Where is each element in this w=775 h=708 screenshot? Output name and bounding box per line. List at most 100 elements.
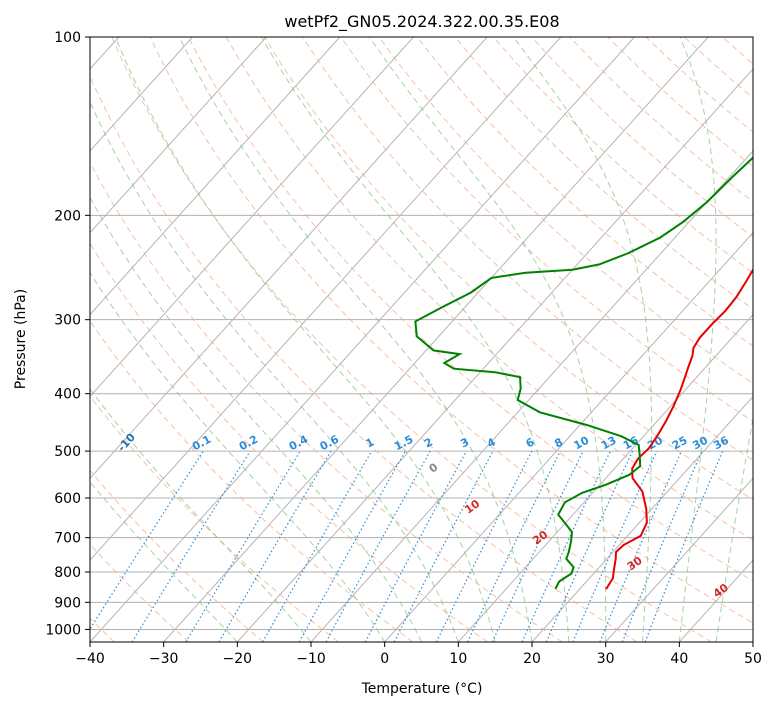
y-tick-label: 200 — [54, 208, 81, 224]
isotherm-line — [236, 68, 753, 642]
dry-adiabat-line — [607, 37, 753, 168]
isotherm-line — [90, 37, 488, 480]
x-tick-label: 50 — [744, 651, 762, 667]
isotherm-line — [90, 37, 193, 152]
mixing-ratio-line — [90, 450, 204, 631]
dry-adiabat-line — [149, 37, 753, 624]
moist-adiabat-line — [715, 415, 753, 642]
mixing-ratio-line — [262, 450, 373, 642]
isotherm-line — [90, 37, 414, 398]
mixing-ratio-line — [325, 450, 431, 642]
isotherm-line — [90, 37, 635, 642]
mixing-ratio-line — [131, 450, 251, 642]
dry-adiabat-line — [90, 161, 563, 642]
temperature-label: 40 — [711, 581, 731, 601]
isotherm-line — [90, 37, 267, 234]
isotherm-line — [310, 150, 753, 642]
reference-labels: 0.10.20.40.611.52346810131620253036-100-… — [29, 396, 731, 601]
moist-adiabat-line — [90, 481, 238, 642]
moist-adiabat-line — [512, 37, 653, 642]
moist-adiabat-line — [178, 37, 533, 642]
temperature-profile-line — [605, 267, 753, 590]
temperature-label: 10 — [462, 497, 482, 517]
isotherm-line — [531, 395, 753, 642]
dry-adiabat-line — [90, 395, 339, 642]
dry-adiabat-line — [493, 37, 753, 274]
x-tick-label: −30 — [149, 651, 179, 667]
mixing-ratio-line — [599, 450, 682, 642]
mixing-ratio-label: 0.1 — [190, 433, 213, 454]
mixing-ratio-label: 13 — [599, 434, 619, 453]
mixing-ratio-label: 16 — [621, 434, 641, 453]
y-tick-label: 300 — [54, 313, 81, 329]
moist-adiabat-line — [261, 37, 570, 642]
mixing-ratio-label: 1.5 — [392, 433, 415, 454]
mixing-ratio-label: 3 — [458, 435, 471, 450]
reference-lines — [90, 37, 775, 642]
mixing-ratio-line — [644, 450, 724, 642]
mixing-ratio-label: 2 — [422, 435, 435, 450]
y-tick-label: 500 — [54, 444, 81, 460]
dry-adiabat-line — [761, 37, 775, 642]
moist-adiabat-line — [678, 37, 717, 642]
mixing-ratio-label: 0.4 — [287, 433, 311, 454]
mixing-ratio-line — [298, 450, 406, 642]
profile-series — [414, 156, 753, 590]
y-tick-label: 100 — [54, 30, 81, 46]
dewpoint-profile-line — [414, 156, 753, 590]
y-tick-label: 400 — [54, 387, 81, 403]
moist-adiabat-line — [90, 100, 459, 642]
isotherm-line — [457, 313, 753, 642]
x-tick-label: 0 — [380, 651, 389, 667]
dry-adiabat-line — [378, 37, 753, 385]
x-tick-label: 20 — [523, 651, 541, 667]
zero-label: 0 — [427, 460, 441, 475]
dry-adiabat-line — [90, 320, 414, 642]
x-tick-label: 30 — [597, 651, 615, 667]
mixing-ratio-line — [621, 450, 703, 642]
dry-adiabat-line — [645, 37, 753, 133]
mixing-ratio-label: 0.6 — [318, 433, 342, 454]
moist-adiabat-line — [114, 37, 496, 642]
dry-adiabat-line — [454, 37, 753, 310]
temperature-label: 20 — [530, 528, 550, 548]
y-tick-label: 600 — [54, 491, 81, 507]
mixing-ratio-label: 4 — [485, 435, 498, 450]
y-axis: 100 200 300 400 500 600 700 800 900 1000 — [45, 30, 90, 638]
y-tick-label: 700 — [54, 531, 81, 547]
isotherm-line — [90, 37, 341, 316]
plot-frame — [89, 36, 754, 643]
isotherm-line — [163, 37, 709, 642]
moist-adiabat-line — [90, 271, 386, 642]
moist-adiabat-line — [90, 196, 422, 642]
isotherm-line — [605, 477, 753, 642]
mixing-ratio-label: 10 — [572, 434, 592, 453]
isotherm-label: -20 — [29, 396, 52, 420]
x-axis: −40 −30 −20 −10 0 10 20 30 40 50 — [75, 642, 762, 667]
chart-title: wetPf2_GN05.2024.322.00.35.E08 — [284, 12, 559, 32]
mixing-ratio-label: 25 — [670, 434, 690, 453]
isotherm-line — [384, 231, 753, 642]
x-tick-label: −10 — [296, 651, 326, 667]
mixing-ratio-line — [466, 450, 561, 642]
isotherm-line — [752, 641, 753, 642]
y-tick-label: 800 — [54, 565, 81, 581]
mixing-ratio-line — [572, 450, 658, 642]
mixing-ratio-label: 30 — [690, 434, 710, 453]
y-tick-label: 900 — [54, 595, 81, 611]
dry-adiabat-line — [225, 37, 753, 541]
x-tick-label: −20 — [223, 651, 253, 667]
isotherm-line — [678, 559, 753, 642]
mixing-ratio-line — [364, 450, 467, 642]
temperature-label: 30 — [625, 554, 645, 574]
x-tick-label: 40 — [670, 651, 688, 667]
y-tick-label: 1000 — [45, 622, 81, 638]
mixing-ratio-label: 36 — [711, 434, 731, 453]
moist-adiabat-line — [90, 388, 312, 642]
dry-adiabat-line — [90, 469, 264, 642]
x-tick-label: 10 — [449, 651, 467, 667]
mixing-ratio-label: 1 — [364, 435, 377, 450]
mixing-ratio-line — [185, 450, 301, 642]
dry-adiabat-line — [416, 37, 753, 347]
